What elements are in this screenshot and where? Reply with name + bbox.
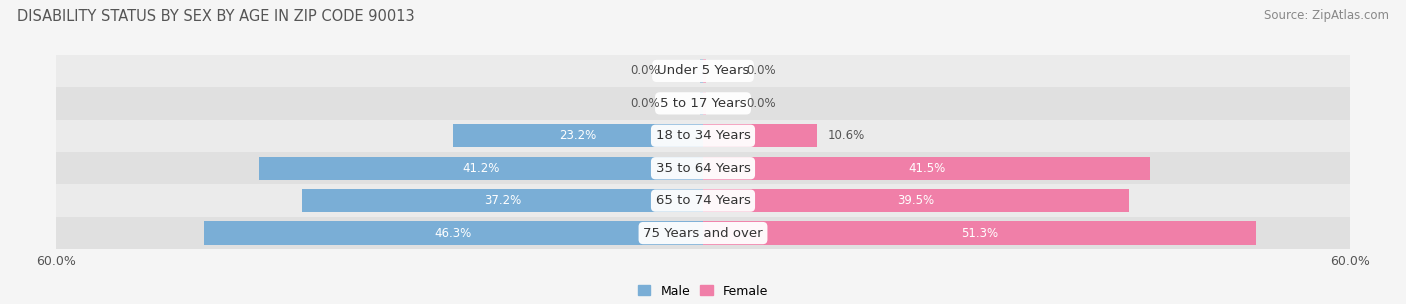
- Text: 51.3%: 51.3%: [960, 226, 998, 240]
- Text: DISABILITY STATUS BY SEX BY AGE IN ZIP CODE 90013: DISABILITY STATUS BY SEX BY AGE IN ZIP C…: [17, 9, 415, 24]
- Bar: [700, 59, 703, 83]
- Text: 23.2%: 23.2%: [560, 129, 596, 142]
- Text: Source: ZipAtlas.com: Source: ZipAtlas.com: [1264, 9, 1389, 22]
- Bar: [703, 157, 1150, 180]
- Text: 5 to 17 Years: 5 to 17 Years: [659, 97, 747, 110]
- Bar: [259, 157, 703, 180]
- Bar: [56, 185, 1350, 217]
- Bar: [56, 55, 1350, 87]
- Text: 37.2%: 37.2%: [484, 194, 522, 207]
- Bar: [56, 87, 1350, 119]
- Text: 0.0%: 0.0%: [747, 64, 776, 78]
- Bar: [700, 92, 703, 115]
- Legend: Male, Female: Male, Female: [638, 285, 768, 298]
- Bar: [302, 189, 703, 212]
- Bar: [703, 221, 1256, 245]
- Text: 65 to 74 Years: 65 to 74 Years: [655, 194, 751, 207]
- Text: 18 to 34 Years: 18 to 34 Years: [655, 129, 751, 142]
- Bar: [703, 92, 706, 115]
- Text: 41.2%: 41.2%: [463, 162, 499, 175]
- Bar: [703, 59, 706, 83]
- Text: 75 Years and over: 75 Years and over: [643, 226, 763, 240]
- Bar: [453, 124, 703, 147]
- Bar: [703, 189, 1129, 212]
- Bar: [56, 152, 1350, 185]
- Text: 41.5%: 41.5%: [908, 162, 945, 175]
- Bar: [56, 119, 1350, 152]
- Text: 0.0%: 0.0%: [630, 97, 659, 110]
- Text: 39.5%: 39.5%: [897, 194, 935, 207]
- Text: Under 5 Years: Under 5 Years: [657, 64, 749, 78]
- Text: 0.0%: 0.0%: [630, 64, 659, 78]
- Bar: [56, 217, 1350, 249]
- Text: 0.0%: 0.0%: [747, 97, 776, 110]
- Text: 10.6%: 10.6%: [828, 129, 865, 142]
- Text: 35 to 64 Years: 35 to 64 Years: [655, 162, 751, 175]
- Bar: [204, 221, 703, 245]
- Text: 46.3%: 46.3%: [434, 226, 472, 240]
- Bar: [703, 124, 817, 147]
